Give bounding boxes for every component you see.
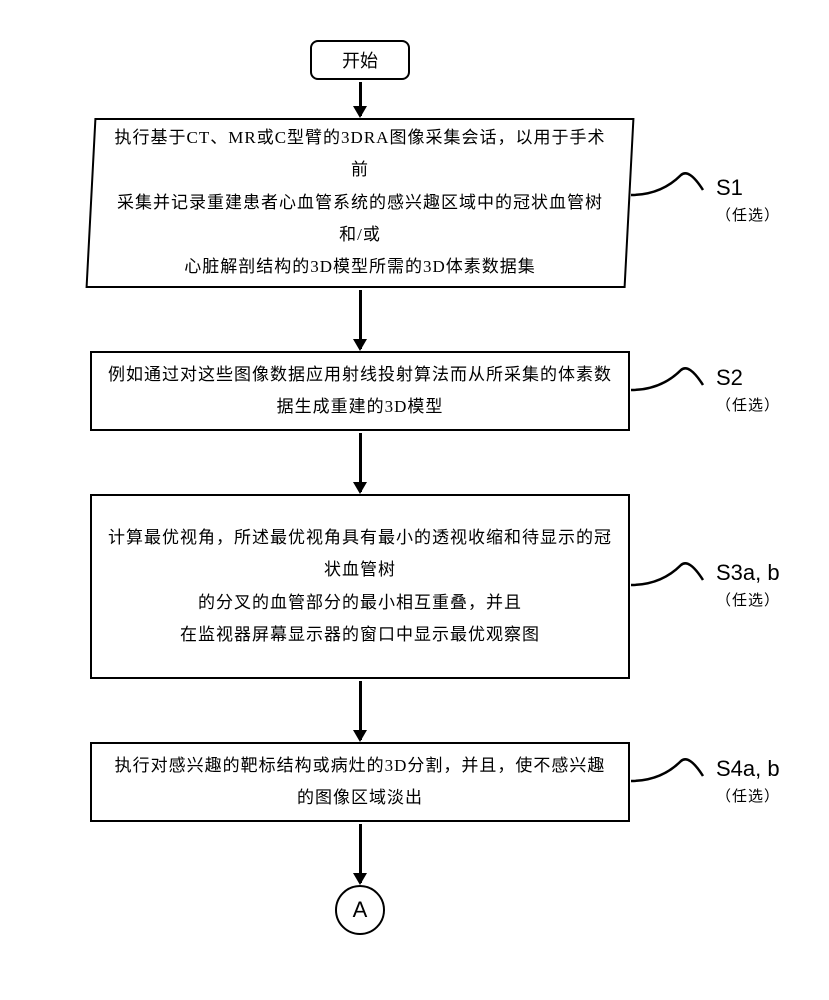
step-s2-box: 例如通过对这些图像数据应用射线投射算法而从所采集的体素数据生成重建的3D模型 [90,351,630,431]
arrow-s2-to-s3 [359,433,362,492]
start-label: 开始 [342,47,378,73]
label-s3: S3a, b （任选） [716,560,780,610]
start-terminal: 开始 [310,40,410,80]
step-s1-text: 执行基于CT、MR或C型臂的3DRA图像采集会话，以用于手术前采集并记录重建患者… [107,122,613,283]
label-s3-id: S3a, b [716,560,780,586]
step-s1-box: 执行基于CT、MR或C型臂的3DRA图像采集会话，以用于手术前采集并记录重建患者… [86,118,635,288]
arrow-s4-to-connector [359,824,362,883]
label-s1: S1 （任选） [716,175,780,225]
arrow-start-to-s1 [359,82,362,116]
arrow-s3-to-s4 [359,681,362,740]
connector-a: A [335,885,385,935]
label-s2-id: S2 [716,365,743,391]
step-s2-text: 例如通过对这些图像数据应用射线投射算法而从所采集的体素数据生成重建的3D模型 [107,359,613,424]
label-s4-id: S4a, b [716,756,780,782]
connector-s2 [631,360,706,420]
step-s3-box: 计算最优视角，所述最优视角具有最小的透视收缩和待显示的冠状血管树的分叉的血管部分… [90,494,630,679]
step-s4-text: 执行对感兴趣的靶标结构或病灶的3D分割，并且，使不感兴趣的图像区域淡出 [107,750,613,815]
connector-s4 [631,751,706,811]
label-s1-id: S1 [716,175,743,201]
label-s1-note: （任选） [716,204,780,225]
connector-s3 [631,555,706,615]
connector-s1 [631,165,706,225]
label-s3-note: （任选） [716,589,780,610]
label-s4: S4a, b （任选） [716,756,780,806]
label-s4-note: （任选） [716,785,780,806]
step-s3-text: 计算最优视角，所述最优视角具有最小的透视收缩和待显示的冠状血管树的分叉的血管部分… [107,522,613,651]
step-s4-box: 执行对感兴趣的靶标结构或病灶的3D分割，并且，使不感兴趣的图像区域淡出 [90,742,630,822]
connector-label: A [353,897,368,923]
label-s2-note: （任选） [716,394,780,415]
label-s2: S2 （任选） [716,365,780,415]
arrow-s1-to-s2 [359,290,362,349]
flowchart-container: 开始 执行基于CT、MR或C型臂的3DRA图像采集会话，以用于手术前采集并记录重… [50,40,780,960]
